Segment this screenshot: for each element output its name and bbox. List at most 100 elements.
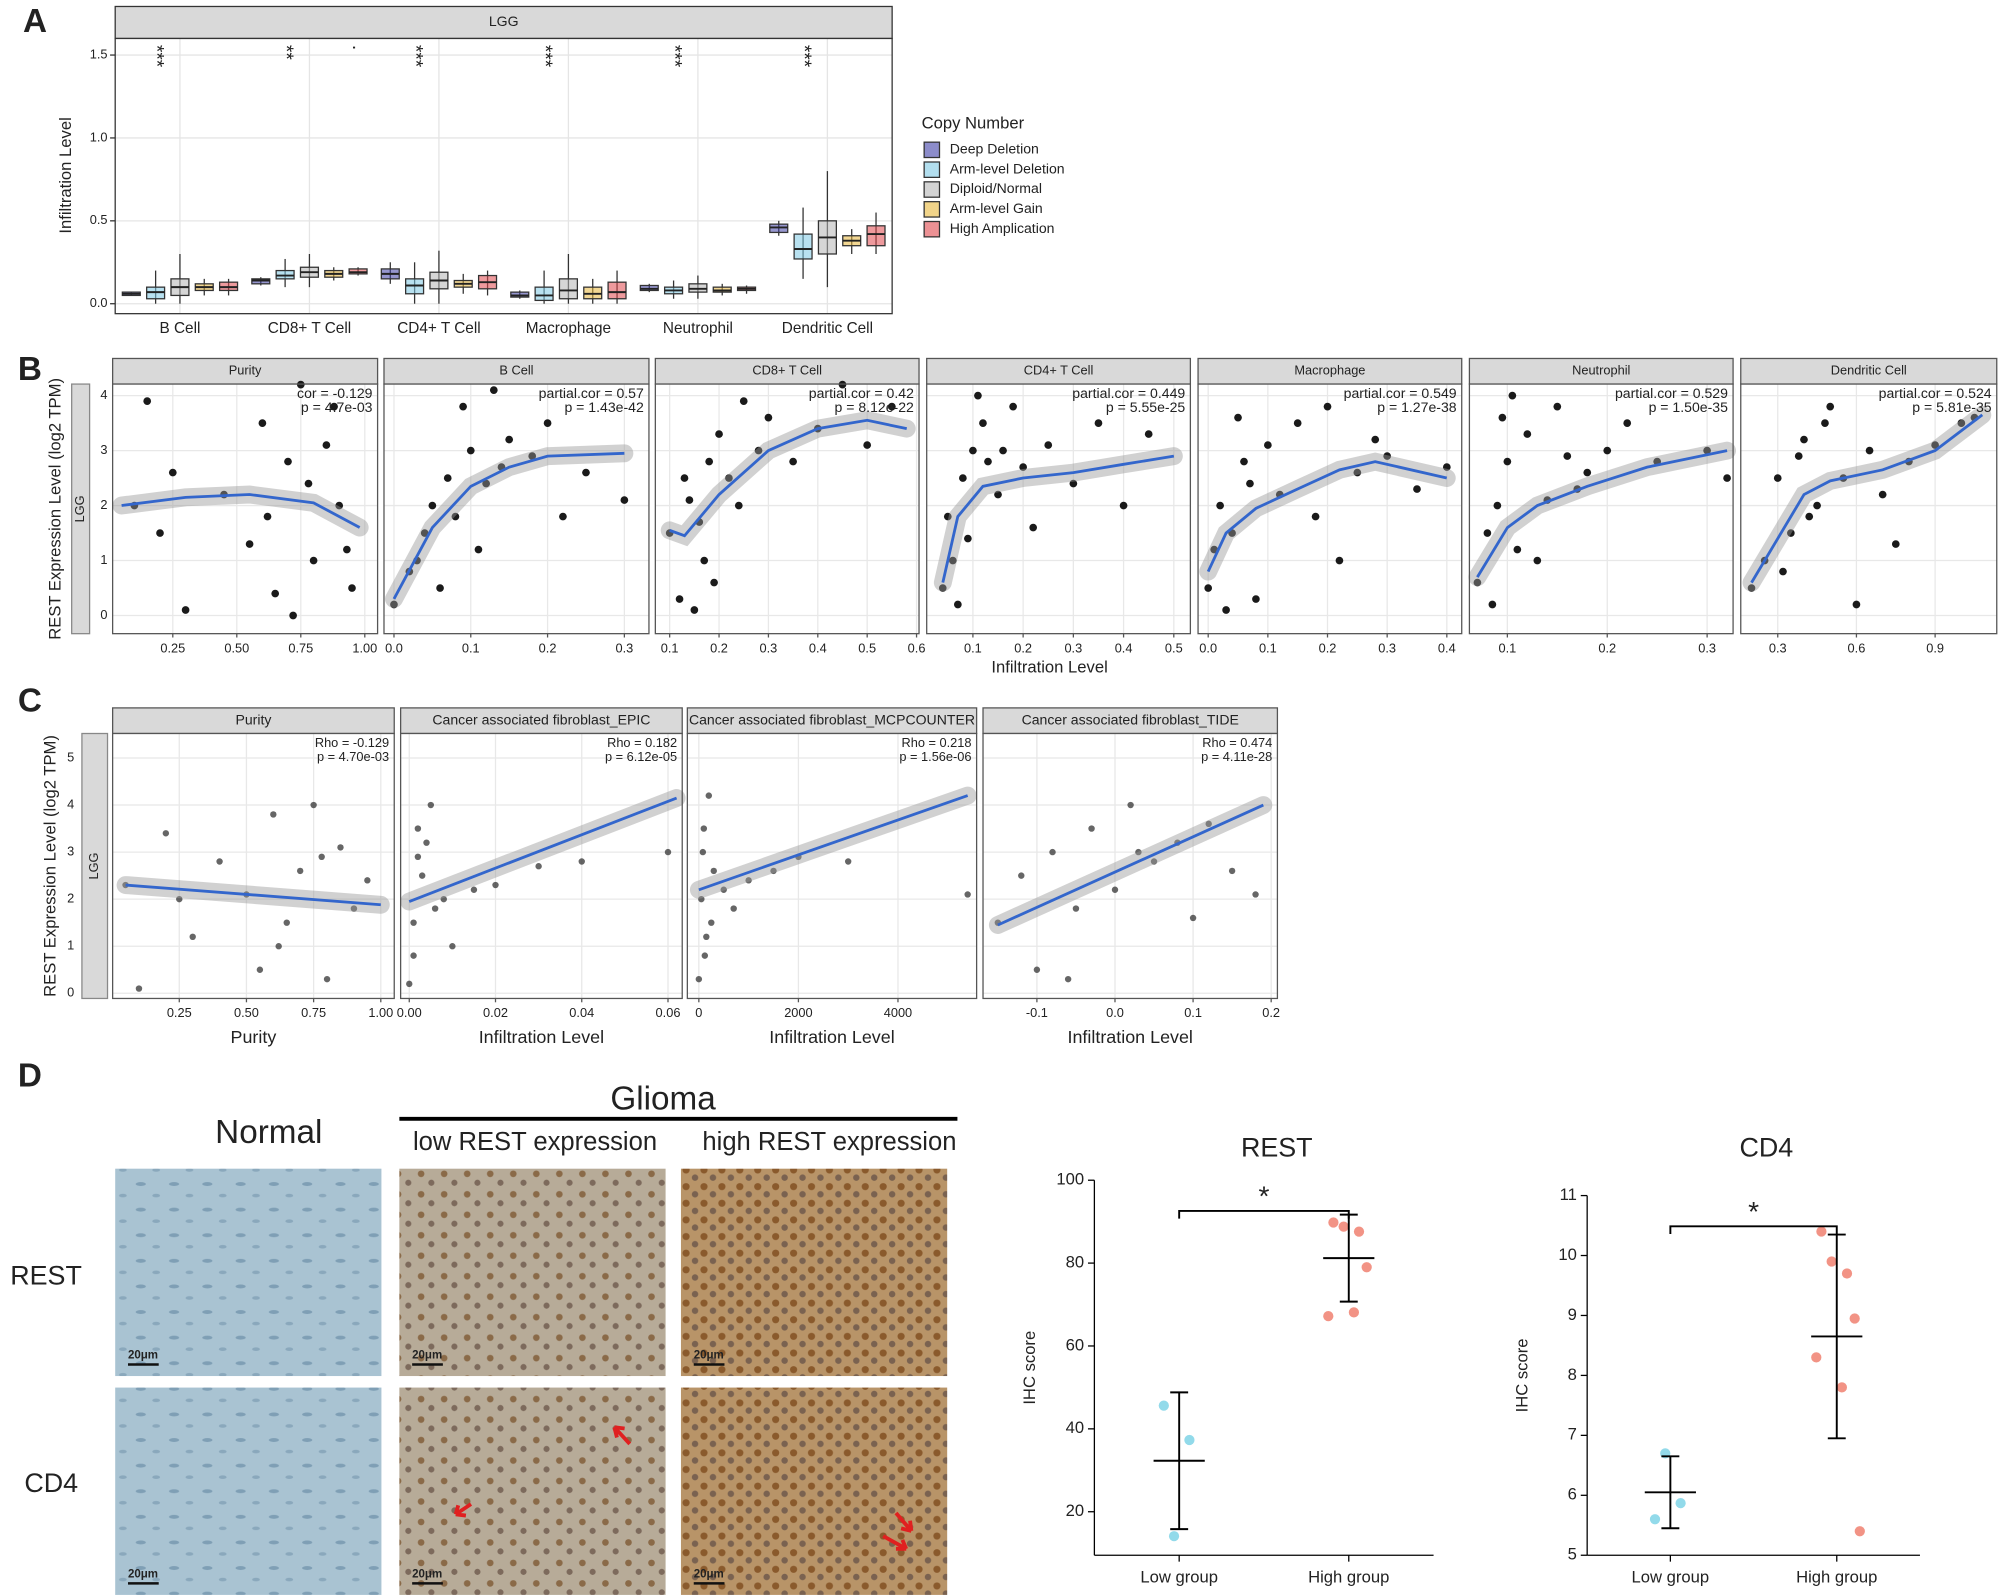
point (414, 853, 422, 861)
plot-border (399, 732, 683, 1000)
point (1931, 441, 1939, 449)
scale-bar-label: 20μm (694, 1568, 724, 1580)
y-tick-label: 60 (1066, 1335, 1085, 1354)
point (1252, 595, 1260, 603)
point (318, 853, 325, 861)
point (427, 801, 435, 809)
significance: *** (146, 45, 167, 68)
x-tick-label: Low group (1140, 1568, 1218, 1587)
y-tick-label: 2 (100, 497, 107, 512)
annotation: p = 8.12e-22 (835, 399, 915, 415)
x-tick-label: 0.75 (288, 640, 313, 655)
plot-background (112, 384, 378, 634)
point (431, 905, 439, 912)
plot-background (687, 733, 977, 999)
fit-line (941, 454, 1175, 583)
x-tick-label: 0.4 (1115, 640, 1133, 655)
point (289, 611, 297, 620)
x-tick-label: 0.25 (160, 640, 185, 655)
strip-label: LGG (86, 852, 101, 879)
strip-label: LGG (489, 13, 519, 29)
x-tick-label: High group (1796, 1568, 1877, 1587)
x-tick-label: 0.5 (1165, 640, 1183, 655)
box (534, 286, 554, 302)
point (863, 441, 872, 449)
box (793, 233, 813, 260)
point (964, 534, 972, 543)
x-tick-label: 0.2 (539, 640, 557, 655)
significance: . (348, 45, 369, 50)
significance-bracket (1669, 1225, 1838, 1234)
point (364, 877, 371, 884)
point (1348, 1307, 1360, 1318)
point (535, 863, 542, 870)
point (428, 501, 437, 510)
x-tick-label: 0.75 (301, 1005, 326, 1020)
point (1323, 402, 1332, 411)
point (1649, 1514, 1661, 1525)
y-tick-label: 1.0 (90, 129, 108, 144)
strip-label: Neutrophil (1572, 363, 1630, 378)
y-axis-label: REST Expression Level (log2 TPM) (46, 378, 65, 640)
box (607, 281, 627, 300)
x-tick-label: 0.04 (569, 1005, 594, 1020)
y-axis-label: IHC score (1513, 1338, 1532, 1412)
x-tick-label: 0.1 (964, 640, 982, 655)
point (505, 435, 514, 444)
point (1623, 419, 1632, 427)
point (489, 386, 498, 394)
plot-background (926, 384, 1191, 634)
y-tick-label: 0.5 (90, 212, 108, 227)
x-tick-label: Neutrophil (663, 320, 733, 337)
point (578, 858, 585, 865)
plot-background (655, 384, 920, 634)
point (176, 895, 183, 903)
point (482, 479, 490, 488)
point (1323, 1311, 1334, 1322)
significance: *** (664, 45, 685, 68)
point (695, 975, 703, 983)
point (258, 419, 267, 427)
point (414, 825, 422, 832)
point (710, 867, 717, 875)
point (470, 886, 478, 893)
annotation: p = 6.12e-05 (605, 749, 677, 764)
point (690, 606, 699, 614)
point (1264, 441, 1272, 449)
point (1836, 1382, 1848, 1393)
point (1111, 886, 1119, 893)
x-tick-label: -0.1 (1026, 1005, 1048, 1020)
y-tick-label: 0 (67, 985, 74, 1000)
point (764, 413, 773, 422)
point (1553, 402, 1562, 411)
point (1787, 529, 1795, 537)
point (715, 430, 723, 438)
point (406, 980, 413, 988)
y-tick-label: 3 (100, 442, 107, 457)
point (390, 600, 398, 609)
annotation: p = 4.7e-03 (301, 399, 373, 415)
annotation: partial.cor = 0.42 (809, 385, 914, 401)
legend-label: Arm-level Gain (950, 200, 1043, 216)
point (754, 446, 763, 455)
strip-label: Dendritic Cell (1831, 363, 1907, 378)
point (1891, 540, 1900, 548)
point (1335, 556, 1344, 565)
y-tick-label: 100 (1056, 1170, 1084, 1189)
x-tick-label: 0.0 (1106, 1005, 1124, 1020)
annotation: partial.cor = 0.449 (1072, 385, 1185, 401)
column-label: high REST expression (702, 1128, 956, 1156)
x-tick-label: 0.3 (615, 640, 633, 655)
plot-border (1468, 383, 1734, 635)
point (1583, 468, 1592, 477)
point (959, 474, 967, 482)
y-axis-label: REST Expression Level (log2 TPM) (41, 735, 60, 997)
x-tick-label: 0.3 (1769, 640, 1787, 655)
point (156, 529, 164, 537)
point (582, 468, 590, 477)
point (1144, 430, 1153, 438)
point (1044, 441, 1053, 449)
x-tick-label: 0.00 (397, 1005, 422, 1020)
point (1033, 966, 1041, 973)
strip (71, 383, 91, 635)
